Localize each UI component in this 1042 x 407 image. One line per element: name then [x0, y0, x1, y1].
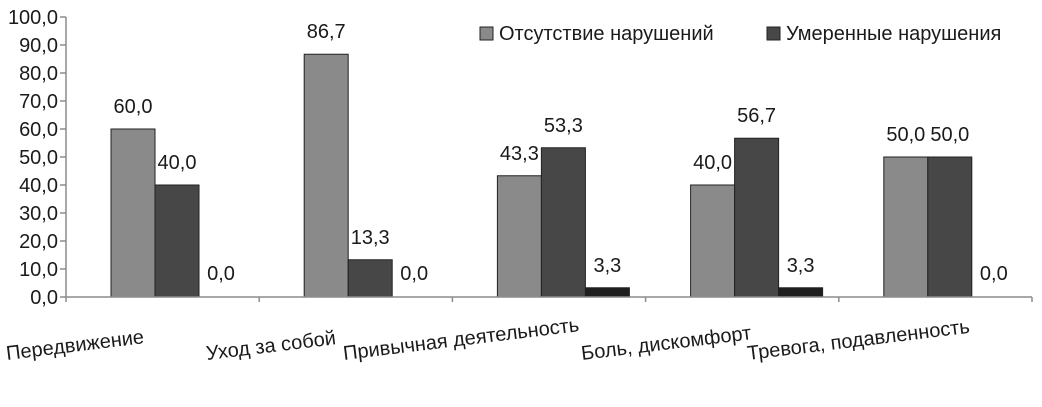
bar: [734, 137, 780, 298]
legend-swatch: [766, 26, 781, 41]
data-label: 0,0: [400, 263, 428, 285]
x-axis: Передвижение Уход за собой Привычная деяте…: [5, 296, 1033, 365]
bar: [927, 156, 973, 298]
data-label: 13,3: [351, 227, 390, 249]
bar: [303, 53, 349, 298]
bar: [883, 156, 929, 298]
x-category-label: Уход за собой: [205, 327, 337, 365]
y-tick-label: 60,0: [19, 119, 58, 141]
bar: [154, 184, 200, 298]
data-label: 53,3: [544, 115, 583, 137]
bar: [496, 175, 542, 298]
data-label: 3,3: [593, 255, 621, 277]
y-tick-label: 80,0: [19, 63, 58, 85]
data-label: 60,0: [114, 96, 153, 118]
bar: [540, 147, 586, 298]
legend-label: Умеренные нарушения: [786, 23, 1001, 45]
x-category-label: Привычная деятельность: [342, 314, 580, 365]
data-label: 43,3: [500, 143, 539, 165]
bars: [110, 53, 973, 298]
y-axis: 0,0 10,0 20,0 30,0 40,0 50,0 60,0 70,0 80,0 90,0 1…: [8, 7, 67, 309]
data-label: 50,0: [930, 124, 969, 146]
x-category-label: Тревога, подавленность: [746, 316, 971, 365]
y-tick-label: 10,0: [19, 259, 58, 281]
bar: [690, 184, 736, 298]
data-label: 50,0: [886, 124, 925, 146]
data-label: 3,3: [787, 255, 815, 277]
data-label: 86,7: [307, 21, 346, 43]
data-label: 0,0: [207, 263, 235, 285]
data-label: 40,0: [693, 152, 732, 174]
bar: [110, 128, 156, 298]
data-label: 0,0: [980, 263, 1008, 285]
y-tick-label: 90,0: [19, 35, 58, 57]
y-tick-label: 70,0: [19, 91, 58, 113]
bar: [584, 287, 630, 298]
y-tick-label: 50,0: [19, 147, 58, 169]
y-tick-label: 40,0: [19, 175, 58, 197]
legend: Отсутствие нарушений Умеренные нарушения: [479, 23, 1001, 45]
y-tick-label: 0,0: [30, 287, 58, 309]
bar: [778, 287, 824, 298]
legend-swatch: [479, 26, 494, 41]
x-category-label: Передвижение: [5, 326, 145, 365]
data-label: 56,7: [737, 105, 776, 127]
data-label: 40,0: [158, 152, 197, 174]
bar: [347, 259, 393, 298]
y-tick-label: 30,0: [19, 203, 58, 225]
y-tick-label: 100,0: [8, 7, 58, 29]
data-labels: 60,0 40,0 0,0 86,7 13,3 0,0 43,353,3 3,3 40,0 56,…: [114, 21, 1008, 285]
x-category-label: Боль, дискомфорт: [580, 322, 753, 365]
y-tick-label: 20,0: [19, 231, 58, 253]
legend-label: Отсутствие нарушений: [499, 23, 714, 45]
